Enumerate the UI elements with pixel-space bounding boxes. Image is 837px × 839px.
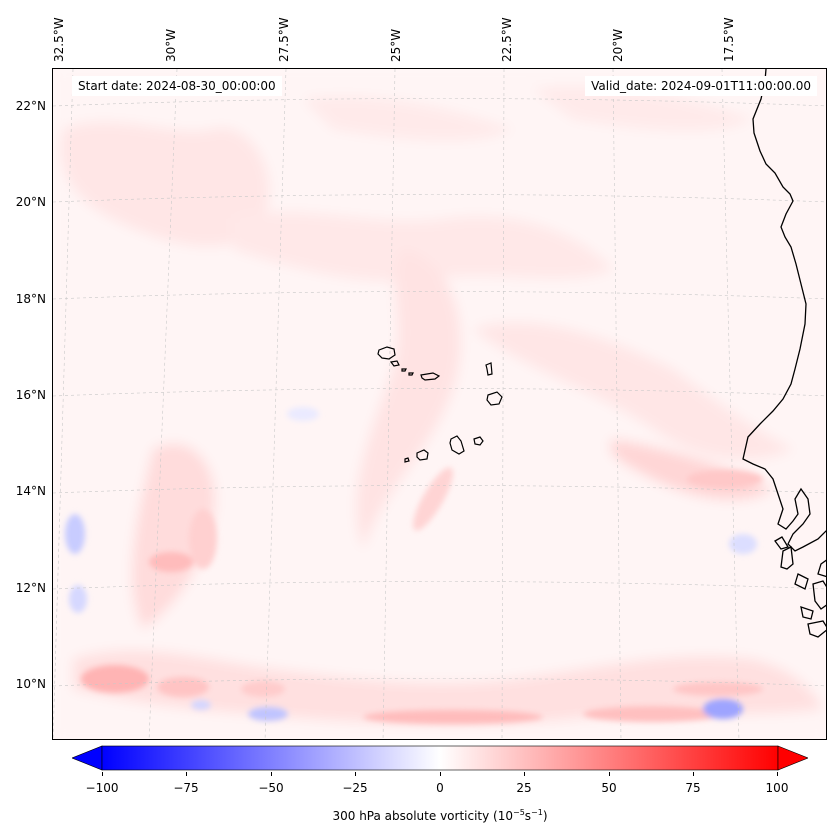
colorbar-tick-mark (271, 772, 272, 776)
map-canvas (53, 69, 826, 739)
lat-label-12n: 12°N (15, 581, 46, 595)
colorbar-tick-label: 25 (516, 781, 532, 795)
colorbar-tick-label: −50 (258, 781, 284, 795)
lat-label-16n: 16°N (15, 388, 46, 402)
lon-label-25w: 25°W (389, 28, 403, 62)
colorbar-label-prefix: 300 hPa absolute vorticity (10 (332, 809, 513, 823)
vorticity-map (52, 68, 827, 740)
colorbar-gradient (101, 745, 779, 771)
lon-label-17-5w: 17.5°W (722, 17, 736, 62)
cape-verde-islands (377, 346, 503, 463)
colorbar-tick-label: 50 (601, 781, 617, 795)
lon-label-27-5w: 27.5°W (277, 17, 291, 62)
lon-label-30w: 30°W (164, 28, 178, 62)
vorticity-features (65, 407, 763, 724)
colorbar-tick-label: 75 (685, 781, 701, 795)
colorbar-tick-mark (609, 772, 610, 776)
colorbar-tick-mark (355, 772, 356, 776)
colorbar-tick-mark (524, 772, 525, 776)
lat-label-14n: 14°N (15, 484, 46, 498)
colorbar-tick-label: 100 (765, 781, 789, 795)
colorbar-low-extend (71, 745, 103, 771)
lat-label-22n: 22°N (15, 99, 46, 113)
colorbar-tick-label: −25 (342, 781, 368, 795)
colorbar-graphic (71, 745, 809, 771)
colorbar (71, 744, 809, 772)
colorbar-tick-mark (102, 772, 103, 776)
lat-label-18n: 18°N (15, 292, 46, 306)
colorbar-tick-label: 0 (436, 781, 444, 795)
gridlines (53, 69, 826, 739)
colorbar-label-exp1: −5 (512, 808, 525, 817)
colorbar-tick-mark (186, 772, 187, 776)
colorbar-tick-label: −100 (85, 781, 119, 795)
lon-label-32-5w: 32.5°W (52, 17, 66, 62)
start-date-label: Start date: 2024-08-30_00:00:00 (72, 76, 282, 96)
vorticity-field (53, 69, 826, 739)
colorbar-high-extend (777, 745, 809, 771)
colorbar-tick-mark (777, 772, 778, 776)
africa-coastline (742, 69, 826, 638)
colorbar-label-suffix: ) (542, 809, 548, 823)
lon-label-20w: 20°W (611, 28, 625, 62)
colorbar-label-mid: s (524, 809, 532, 823)
valid-date-label: Valid_date: 2024-09-01T11:00:00.00 (585, 76, 817, 96)
colorbar-tick-label: −75 (173, 781, 199, 795)
colorbar-label: 300 hPa absolute vorticity (10−5s−1) (0, 808, 837, 823)
lon-label-22-5w: 22.5°W (500, 17, 514, 62)
lat-label-10n: 10°N (15, 677, 46, 691)
colorbar-tick-mark (693, 772, 694, 776)
colorbar-label-exp2: −1 (531, 808, 543, 817)
lat-label-20n: 20°N (15, 195, 46, 209)
colorbar-tick-mark (440, 772, 441, 776)
